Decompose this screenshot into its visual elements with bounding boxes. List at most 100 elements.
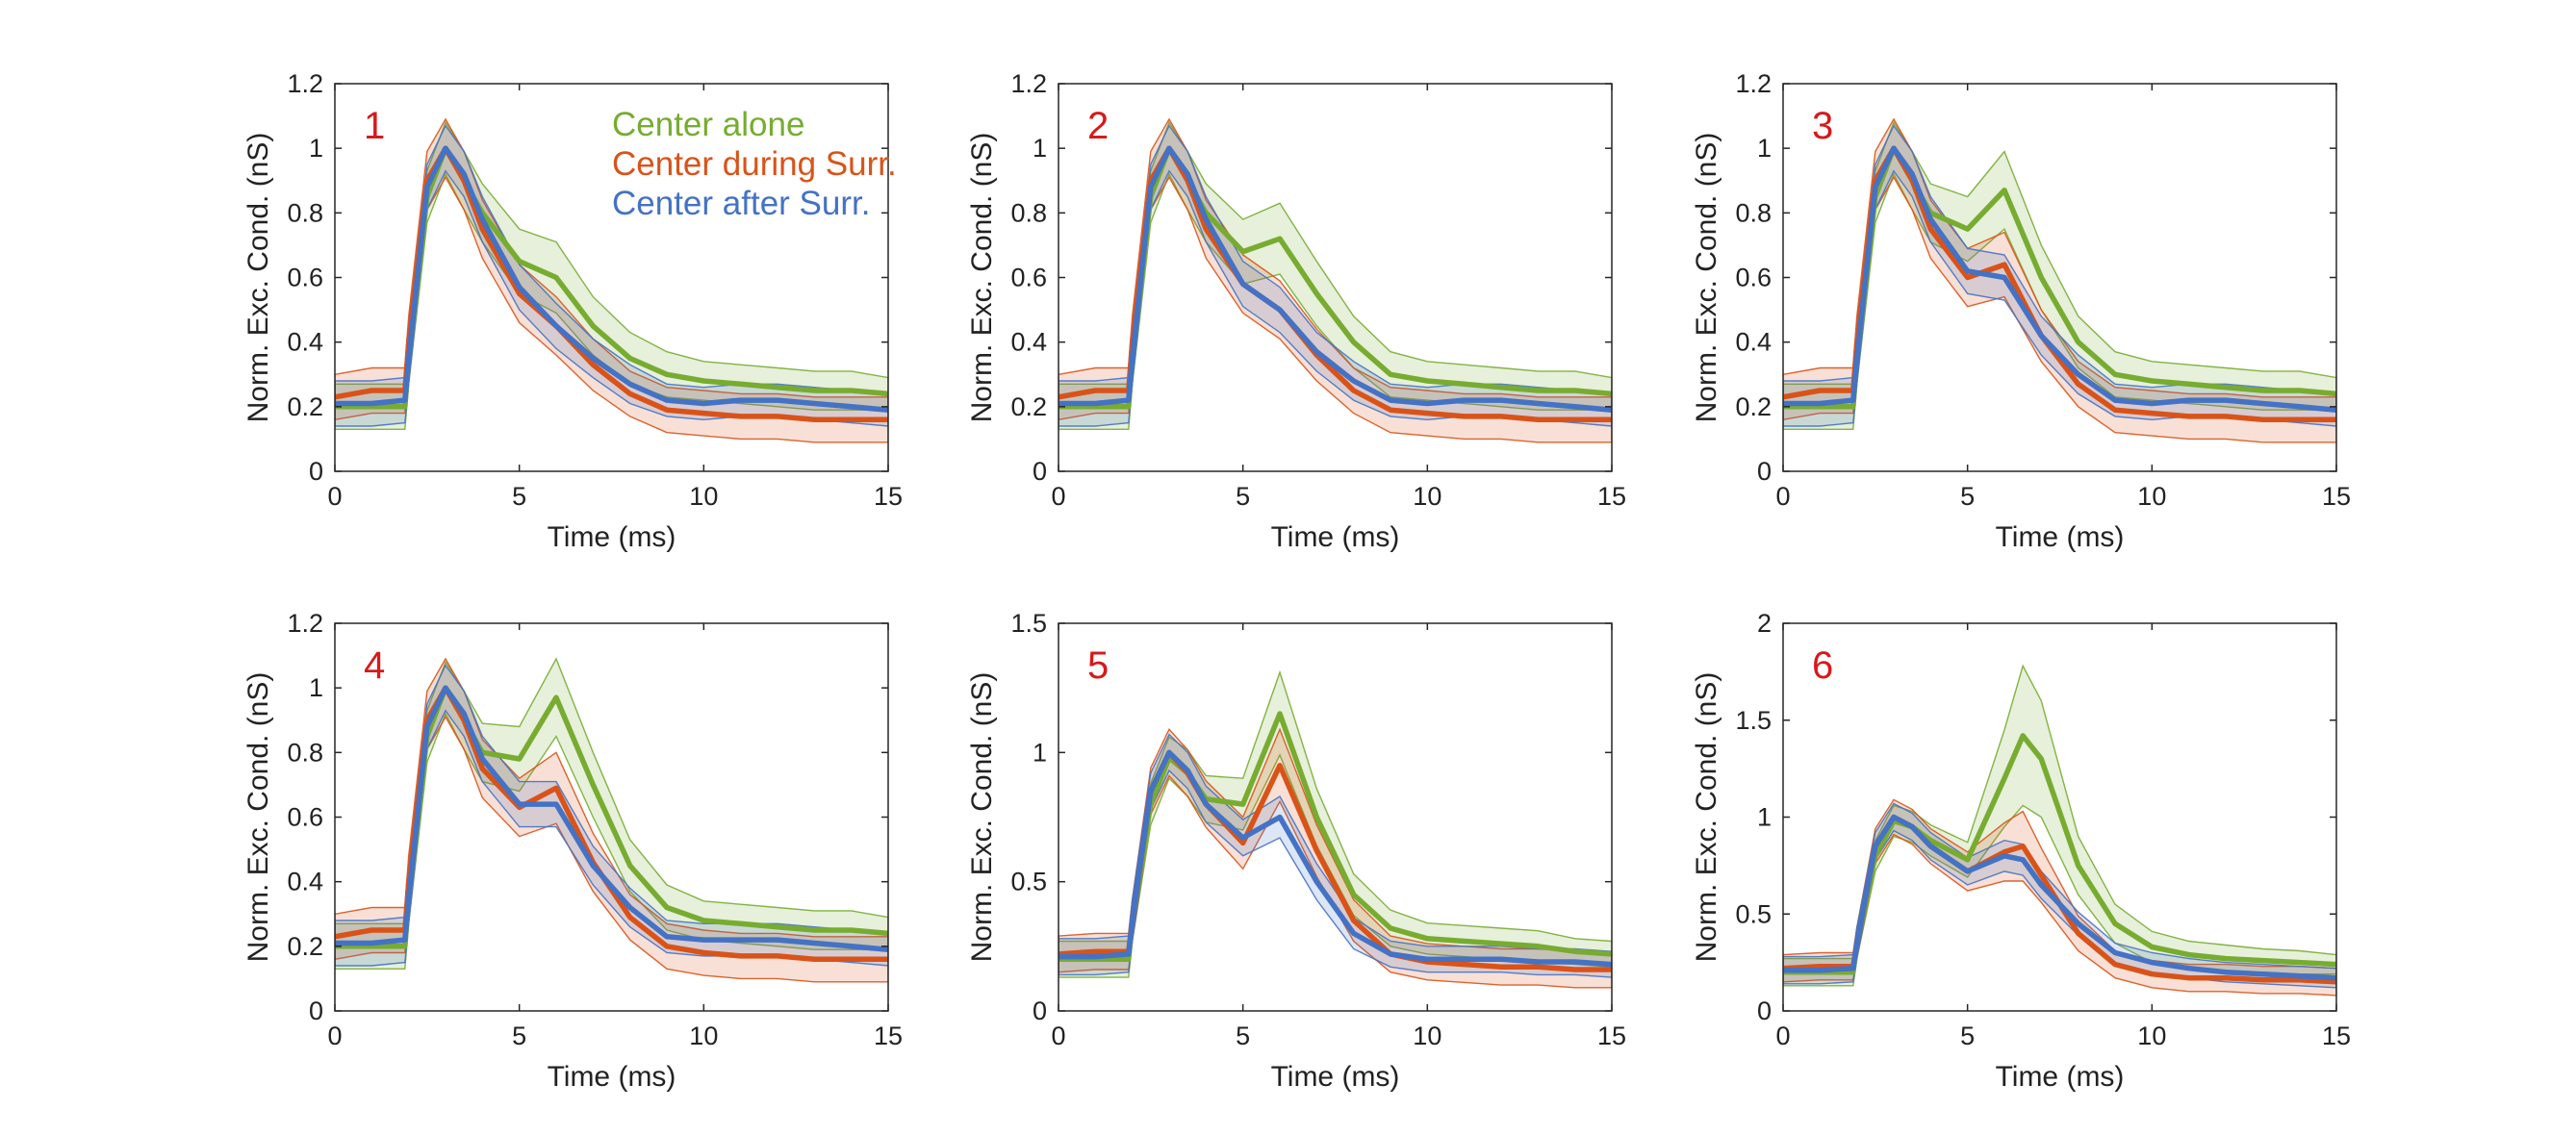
y-tick-label: 0.4 [1735, 328, 1772, 357]
x-tick-label: 15 [2322, 482, 2351, 511]
plot-area [1058, 84, 1612, 471]
y-tick-label: 0.6 [1735, 264, 1772, 292]
x-tick-label: 0 [1051, 1022, 1065, 1050]
y-tick-label: 1.5 [1010, 609, 1047, 638]
panel-number: 4 [364, 644, 385, 687]
y-tick-label: 0.8 [1010, 198, 1047, 227]
y-tick-label: 0.4 [1010, 328, 1047, 357]
y-tick-label: 1.2 [287, 609, 323, 638]
series-group [1058, 669, 1612, 989]
y-tick-label: 0.6 [287, 264, 323, 292]
y-tick-label: 0.8 [287, 738, 323, 767]
x-tick-label: 15 [1597, 482, 1626, 511]
y-tick-label: 0 [309, 457, 323, 486]
series-group [1783, 117, 2336, 443]
x-tick-label: 15 [874, 1022, 903, 1050]
panel-1: 0 5 10 15 0 0.2 0.4 0.6 0.8 1 1.2 Time (ms) Norm. Ex… [242, 69, 903, 553]
line-center-after-surr [1783, 814, 2336, 981]
y-tick-label: 1 [1033, 134, 1047, 163]
series-group [1058, 117, 1612, 443]
y-tick-label: 0.4 [287, 328, 323, 357]
legend-entry-center-after-surr: Center after Surr. [612, 185, 870, 222]
panel-3: 0 5 10 15 0 0.2 0.4 0.6 0.8 1 1.2 Time (ms) Norm. Ex… [1691, 69, 2351, 553]
x-tick-label: 5 [1236, 1022, 1250, 1050]
y-tick-label: 0.2 [1735, 392, 1772, 421]
y-tick-label: 0.5 [1010, 868, 1047, 896]
x-tick-label: 0 [1775, 1022, 1790, 1050]
x-tick-label: 0 [1775, 482, 1790, 511]
y-tick-label: 0 [309, 996, 323, 1025]
plot-area [335, 84, 888, 471]
x-tick-label: 0 [327, 482, 342, 511]
x-tick-label: 10 [1413, 1022, 1441, 1050]
y-tick-label: 1 [309, 134, 323, 163]
y-axis-label: Norm. Exc. Cond. (nS) [966, 133, 998, 423]
y-tick-label: 0 [1757, 457, 1772, 486]
x-tick-label: 5 [1236, 482, 1250, 511]
line-center-after-surr [335, 685, 888, 952]
x-tick-label: 15 [2322, 1022, 2351, 1050]
y-tick-label: 1 [1757, 134, 1772, 163]
y-tick-label: 1.2 [287, 69, 323, 98]
panel-6: 0 5 10 15 0 0.5 1 1.5 2 Time (ms) Norm. Exc. Cond.… [1691, 609, 2351, 1093]
legend-entry-center-during-surr: Center during Surr. [612, 145, 897, 183]
y-tick-label: 0.6 [1010, 264, 1047, 292]
line-center-after-surr [335, 145, 888, 413]
y-tick-label: 0.2 [287, 932, 323, 961]
x-tick-label: 15 [874, 482, 903, 511]
panel-5: 0 5 10 15 0 0.5 1 1.5 Time (ms) Norm. Exc. Cond. … [966, 609, 1626, 1093]
y-tick-label: 0 [1033, 457, 1047, 486]
axes-box [1058, 622, 1613, 1012]
panel-number: 6 [1812, 644, 1833, 687]
band-center-after-surr [1783, 802, 2336, 989]
x-tick-label: 10 [2137, 482, 2166, 511]
plot-area [1783, 84, 2336, 471]
x-axis-label: Time (ms) [548, 521, 676, 553]
y-axis-label: Norm. Exc. Cond. (nS) [1691, 133, 1722, 423]
y-tick-label: 1.2 [1735, 69, 1772, 98]
x-axis-label: Time (ms) [1996, 521, 2125, 553]
x-tick-label: 10 [689, 482, 718, 511]
x-axis-label: Time (ms) [1996, 1061, 2125, 1093]
x-tick-label: 5 [1960, 1022, 1975, 1050]
band-center-after-surr [1058, 733, 1612, 978]
x-axis-label: Time (ms) [1271, 521, 1400, 553]
series-group [1783, 664, 2336, 996]
x-axis-label: Time (ms) [1271, 1061, 1400, 1093]
panel-number: 2 [1087, 105, 1109, 147]
line-center-after-surr [1058, 145, 1612, 413]
y-tick-label: 2 [1757, 609, 1772, 638]
y-tick-label: 0.8 [1735, 198, 1772, 227]
x-tick-label: 0 [1051, 482, 1065, 511]
y-tick-label: 0.8 [287, 198, 323, 227]
panel-4: 0 5 10 15 0 0.2 0.4 0.6 0.8 1 1.2 Time (ms) Norm. Ex… [242, 609, 903, 1093]
x-tick-label: 15 [1597, 1022, 1626, 1050]
x-tick-label: 0 [327, 1022, 342, 1050]
x-tick-label: 5 [1960, 482, 1975, 511]
x-tick-label: 10 [1413, 482, 1441, 511]
y-tick-label: 0 [1757, 996, 1772, 1025]
x-axis-label: Time (ms) [548, 1061, 676, 1093]
line-center-after-surr [1783, 145, 2336, 413]
series-group [335, 117, 888, 443]
y-tick-label: 0.5 [1735, 899, 1772, 928]
plot-area [335, 623, 888, 1011]
y-axis-label: Norm. Exc. Cond. (nS) [1691, 672, 1722, 963]
y-tick-label: 0.2 [287, 392, 323, 421]
y-axis-label: Norm. Exc. Cond. (nS) [966, 672, 998, 963]
x-tick-label: 5 [512, 482, 526, 511]
panel-number: 1 [364, 105, 385, 147]
band-center-during-surr [1783, 798, 2336, 996]
legend-entry-center-alone: Center alone [612, 106, 804, 143]
y-tick-label: 1 [1033, 738, 1047, 767]
y-tick-label: 0 [1033, 996, 1047, 1025]
panel-number: 5 [1087, 644, 1109, 687]
y-tick-label: 1.2 [1010, 69, 1047, 98]
x-tick-label: 5 [512, 1022, 526, 1050]
y-axis-label: Norm. Exc. Cond. (nS) [242, 133, 274, 423]
y-axis-label: Norm. Exc. Cond. (nS) [242, 672, 274, 963]
line-center-after-surr [1058, 749, 1612, 968]
